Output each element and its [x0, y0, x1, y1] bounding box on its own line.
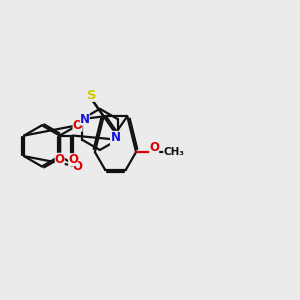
Text: N: N [110, 133, 120, 146]
Text: N: N [80, 112, 90, 126]
Text: S: S [87, 89, 97, 102]
Text: N: N [110, 131, 121, 144]
Text: O: O [73, 119, 82, 132]
Text: O: O [55, 153, 65, 166]
Text: CH₃: CH₃ [163, 147, 184, 157]
Text: O: O [68, 153, 78, 166]
Text: O: O [149, 141, 159, 154]
Text: O: O [73, 160, 82, 173]
